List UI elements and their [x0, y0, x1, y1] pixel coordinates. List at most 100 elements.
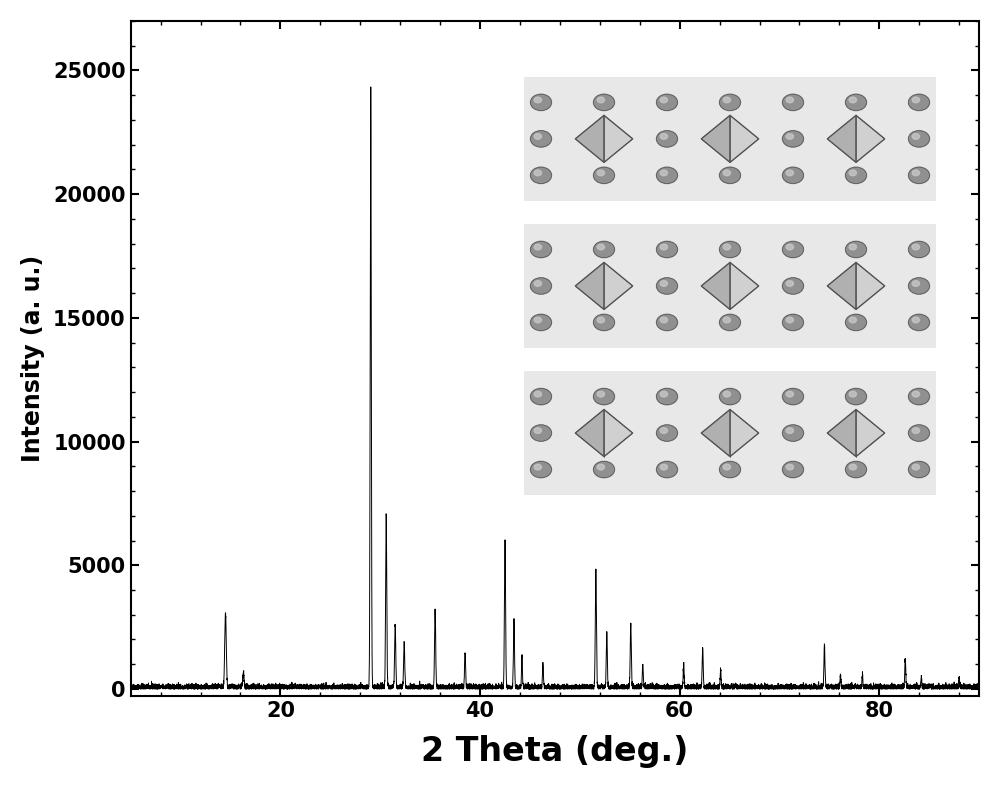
Circle shape — [846, 388, 866, 405]
Circle shape — [782, 278, 804, 294]
Circle shape — [849, 170, 857, 176]
Circle shape — [720, 314, 740, 331]
Circle shape — [723, 244, 731, 250]
Circle shape — [782, 425, 804, 441]
Circle shape — [723, 97, 731, 103]
Polygon shape — [701, 263, 730, 309]
Circle shape — [656, 131, 678, 147]
Circle shape — [912, 391, 920, 397]
Circle shape — [782, 94, 804, 110]
Y-axis label: Intensity (a. u.): Intensity (a. u.) — [21, 255, 45, 462]
Circle shape — [786, 97, 794, 103]
Circle shape — [597, 97, 605, 103]
Polygon shape — [730, 115, 759, 163]
Polygon shape — [730, 409, 759, 457]
Circle shape — [530, 94, 552, 110]
Circle shape — [786, 281, 794, 286]
Circle shape — [720, 462, 740, 477]
Circle shape — [908, 462, 930, 477]
Circle shape — [846, 314, 866, 331]
Polygon shape — [575, 263, 604, 309]
Circle shape — [656, 462, 678, 477]
Circle shape — [656, 314, 678, 331]
Polygon shape — [701, 115, 730, 163]
Circle shape — [597, 317, 605, 323]
Circle shape — [720, 241, 740, 258]
Circle shape — [786, 317, 794, 323]
Circle shape — [530, 241, 552, 258]
Circle shape — [786, 391, 794, 397]
Circle shape — [660, 170, 668, 176]
Circle shape — [660, 133, 668, 140]
Circle shape — [534, 317, 542, 323]
Circle shape — [720, 388, 740, 405]
Circle shape — [656, 278, 678, 294]
Polygon shape — [575, 409, 604, 457]
Bar — [524, 224, 936, 348]
Circle shape — [782, 314, 804, 331]
Circle shape — [908, 94, 930, 110]
Circle shape — [656, 167, 678, 184]
Circle shape — [786, 464, 794, 470]
Circle shape — [786, 244, 794, 250]
Circle shape — [534, 391, 542, 397]
Circle shape — [723, 464, 731, 470]
Circle shape — [908, 241, 930, 258]
Circle shape — [660, 391, 668, 397]
Polygon shape — [827, 115, 856, 163]
Circle shape — [912, 464, 920, 470]
Circle shape — [723, 391, 731, 397]
Bar — [524, 77, 936, 201]
Circle shape — [849, 391, 857, 397]
Circle shape — [723, 317, 731, 323]
Circle shape — [660, 464, 668, 470]
Circle shape — [530, 167, 552, 184]
Circle shape — [912, 428, 920, 433]
Circle shape — [908, 278, 930, 294]
Circle shape — [594, 462, 614, 477]
Circle shape — [912, 97, 920, 103]
Circle shape — [597, 170, 605, 176]
X-axis label: 2 Theta (deg.): 2 Theta (deg.) — [421, 735, 689, 768]
Circle shape — [530, 425, 552, 441]
Circle shape — [530, 462, 552, 477]
Circle shape — [720, 94, 740, 110]
Circle shape — [656, 94, 678, 110]
Polygon shape — [604, 263, 633, 309]
Circle shape — [912, 170, 920, 176]
Circle shape — [912, 281, 920, 286]
Circle shape — [908, 131, 930, 147]
Circle shape — [912, 133, 920, 140]
Circle shape — [530, 388, 552, 405]
Circle shape — [908, 388, 930, 405]
Circle shape — [908, 314, 930, 331]
Polygon shape — [856, 263, 885, 309]
Circle shape — [786, 428, 794, 433]
Circle shape — [908, 425, 930, 441]
Polygon shape — [604, 409, 633, 457]
Circle shape — [594, 241, 614, 258]
Circle shape — [534, 97, 542, 103]
Circle shape — [720, 167, 740, 184]
Circle shape — [723, 170, 731, 176]
Circle shape — [782, 167, 804, 184]
Circle shape — [660, 317, 668, 323]
Circle shape — [530, 314, 552, 331]
Circle shape — [530, 131, 552, 147]
Circle shape — [782, 131, 804, 147]
Circle shape — [594, 388, 614, 405]
Polygon shape — [701, 409, 730, 457]
Circle shape — [534, 244, 542, 250]
Circle shape — [846, 462, 866, 477]
Bar — [524, 371, 936, 495]
Polygon shape — [827, 409, 856, 457]
Circle shape — [534, 281, 542, 286]
Polygon shape — [604, 115, 633, 163]
Circle shape — [530, 278, 552, 294]
Circle shape — [849, 97, 857, 103]
Circle shape — [782, 241, 804, 258]
Polygon shape — [856, 409, 885, 457]
Circle shape — [846, 241, 866, 258]
Circle shape — [660, 97, 668, 103]
Circle shape — [656, 425, 678, 441]
